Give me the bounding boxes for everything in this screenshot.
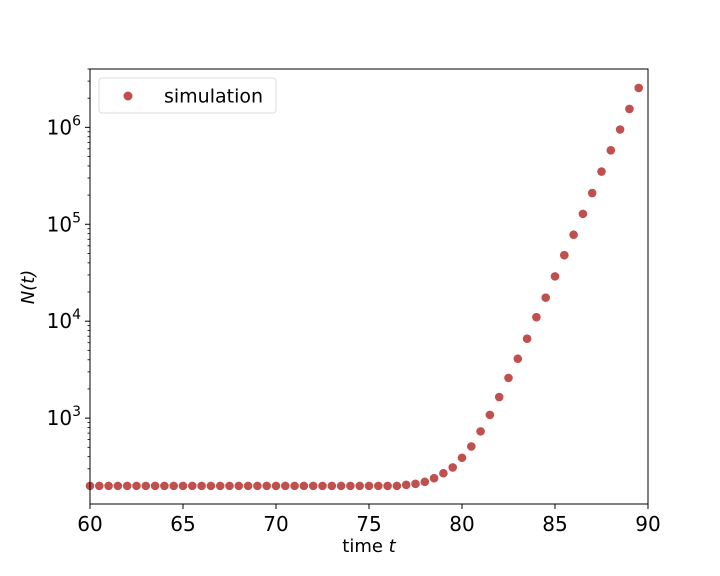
data-point <box>504 373 513 383</box>
data-point <box>578 209 588 219</box>
data-point <box>569 230 578 240</box>
axis-ticks <box>85 126 649 509</box>
data-point <box>494 392 504 402</box>
data-point <box>150 481 160 491</box>
data-point <box>374 481 383 491</box>
data-point <box>327 481 337 491</box>
x-tick-label: 65 <box>170 512 195 536</box>
data-point <box>476 427 485 436</box>
data-point <box>197 481 206 491</box>
data-point <box>169 481 178 491</box>
data-point <box>113 481 123 491</box>
data-point <box>132 481 141 491</box>
data-point <box>606 145 616 155</box>
data-point <box>411 479 420 489</box>
data-point <box>178 481 188 491</box>
x-axis-label-variable: t <box>389 536 397 557</box>
data-point <box>346 481 355 491</box>
data-point <box>225 481 234 491</box>
data-point <box>290 481 299 491</box>
data-point <box>467 442 476 451</box>
data-point <box>262 481 272 491</box>
y-tick-label: 106 <box>47 113 81 139</box>
data-point <box>308 481 318 491</box>
data-point <box>560 250 569 260</box>
data-point <box>532 312 541 322</box>
data-point <box>513 354 523 364</box>
data-point <box>625 104 634 114</box>
data-point <box>253 481 262 491</box>
scatter-points <box>85 83 643 491</box>
data-point <box>439 468 448 478</box>
data-point <box>234 481 244 491</box>
data-point <box>318 481 327 491</box>
plot-frame <box>89 68 649 505</box>
x-tick-label: 80 <box>449 512 474 536</box>
data-point <box>448 463 458 472</box>
data-point <box>522 334 532 343</box>
data-point <box>206 481 216 491</box>
data-point <box>281 481 290 491</box>
data-point <box>299 481 309 491</box>
data-point <box>429 473 439 483</box>
data-point <box>615 125 625 134</box>
legend-label-simulation: simulation <box>164 86 263 108</box>
data-point <box>160 481 169 491</box>
data-point <box>383 481 392 491</box>
data-point <box>188 481 197 491</box>
data-point <box>364 481 374 491</box>
data-point <box>541 293 550 302</box>
data-point <box>597 167 606 176</box>
y-tick-label: 105 <box>47 210 81 236</box>
data-point <box>355 481 365 491</box>
y-tick-label: 103 <box>47 404 81 430</box>
data-point <box>336 481 346 491</box>
x-tick-label: 90 <box>635 512 660 536</box>
data-point <box>141 481 151 491</box>
data-point <box>271 481 281 491</box>
data-point <box>550 272 560 281</box>
data-point <box>401 480 411 490</box>
x-axis-label: time t <box>342 536 396 557</box>
x-tick-label: 70 <box>263 512 288 536</box>
data-point <box>634 83 643 93</box>
x-tick-label: 85 <box>542 512 567 536</box>
tick-labels: 60 65 70 75 80 85 90 103 104 105 106 <box>47 113 661 536</box>
data-point <box>215 481 225 491</box>
data-point <box>122 481 132 491</box>
legend-box <box>98 77 277 114</box>
y-axis-label: N(t) <box>18 270 39 305</box>
data-point <box>95 481 104 491</box>
data-point <box>587 188 597 198</box>
y-tick-label: 104 <box>47 307 81 333</box>
data-point <box>457 453 467 463</box>
legend: simulation <box>98 77 277 114</box>
data-point <box>420 477 430 487</box>
legend-marker <box>123 91 133 101</box>
x-tick-label: 60 <box>77 512 102 536</box>
x-tick-label: 75 <box>356 512 381 536</box>
data-point <box>104 481 113 491</box>
data-point <box>392 481 402 491</box>
data-point <box>485 410 495 420</box>
data-point <box>243 481 253 491</box>
